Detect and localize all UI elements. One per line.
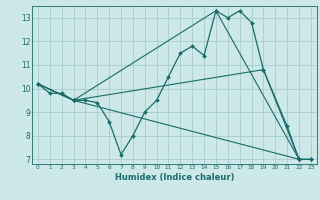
X-axis label: Humidex (Indice chaleur): Humidex (Indice chaleur) — [115, 173, 234, 182]
